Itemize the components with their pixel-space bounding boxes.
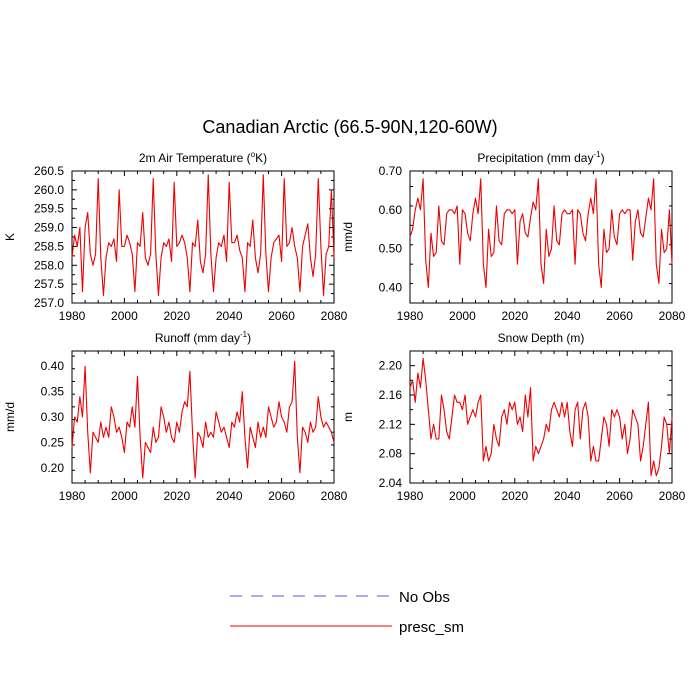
x-tick-label: 1980 [397, 309, 424, 323]
y-tick-label: 0.25 [41, 435, 65, 449]
panel-4: Snow Depth (m) m 1980 2000 2020 2040 2060 2080 2… [341, 331, 686, 503]
y-tick-label: 0.35 [41, 385, 65, 399]
x-tick-label: 2080 [659, 309, 686, 323]
x-tick-label: 2020 [501, 309, 528, 323]
x-tick-label: 2000 [449, 489, 476, 503]
figure-title: Canadian Arctic (66.5-90N,120-60W) [202, 117, 497, 137]
legend-item: presc_sm [230, 619, 464, 636]
y-tick-label: 0.70 [379, 164, 403, 178]
legend-item: No Obs [230, 589, 450, 606]
x-tick-label: 2040 [216, 309, 243, 323]
y-axis-label: mm/d [3, 402, 17, 432]
x-tick-label: 2080 [321, 309, 348, 323]
y-tick-label: 0.60 [379, 203, 403, 217]
y-tick-label: 260.5 [34, 164, 64, 178]
x-tick-label: 2060 [268, 489, 295, 503]
series-line-presc_sm [409, 178, 673, 289]
x-tick-label: 1980 [59, 309, 86, 323]
y-tick-label: 2.08 [379, 447, 403, 461]
x-tick-label: 2060 [606, 489, 633, 503]
y-tick-label: 2.20 [379, 359, 403, 373]
x-tick-label: 2020 [163, 489, 190, 503]
y-tick-label: 0.40 [379, 280, 403, 294]
y-tick-label: 0.50 [379, 242, 403, 256]
x-tick-label: 2020 [163, 309, 190, 323]
panel-title: Precipitation (mm day-1) [477, 150, 604, 165]
x-tick-label: 2080 [659, 489, 686, 503]
legend: No Obs presc_sm [230, 589, 464, 636]
x-tick-label: 2060 [268, 309, 295, 323]
y-tick-label: 258.0 [34, 258, 64, 272]
x-tick-label: 2040 [216, 489, 243, 503]
y-tick-label: 0.20 [41, 461, 65, 475]
x-tick-label: 2020 [501, 489, 528, 503]
x-tick-label: 2060 [606, 309, 633, 323]
legend-label: No Obs [399, 589, 450, 606]
y-tick-label: 259.5 [34, 202, 64, 216]
x-tick-label: 2080 [321, 489, 348, 503]
y-axis-label: m [341, 412, 355, 422]
y-tick-label: 260.0 [34, 183, 64, 197]
y-tick-label: 257.5 [34, 277, 64, 291]
x-tick-label: 1980 [59, 489, 86, 503]
y-tick-label: 259.0 [34, 221, 64, 235]
y-tick-label: 2.16 [379, 388, 403, 402]
y-tick-label: 2.04 [379, 476, 403, 490]
y-axis-label: mm/d [341, 222, 355, 252]
x-tick-label: 2000 [111, 309, 138, 323]
x-tick-label: 2000 [111, 489, 138, 503]
panel-title: Snow Depth (m) [498, 331, 585, 345]
series-line-presc_sm [409, 357, 673, 477]
y-tick-label: 0.30 [41, 410, 65, 424]
y-tick-label: 258.5 [34, 239, 64, 253]
panel-1: 2m Air Temperature (oK) K 1980 2000 2020 2040… [3, 150, 348, 323]
panel-3: Runoff (mm day-1) mm/d 1980 2000 2020 2040 206… [3, 330, 348, 503]
panel-2: Precipitation (mm day-1) mm/d 1980 2000 2020… [341, 150, 686, 323]
x-tick-label: 2040 [554, 489, 581, 503]
series-line-presc_sm [71, 174, 335, 297]
y-tick-label: 257.0 [34, 296, 64, 310]
panels-container: 2m Air Temperature (oK) K 1980 2000 2020 2040… [3, 150, 686, 503]
panel-title: Runoff (mm day-1) [155, 330, 251, 345]
y-tick-label: 0.40 [41, 359, 65, 373]
x-tick-label: 1980 [397, 489, 424, 503]
y-tick-label: 2.12 [379, 417, 403, 431]
series-line-presc_sm [71, 360, 335, 479]
legend-label: presc_sm [399, 619, 464, 636]
x-tick-label: 2040 [554, 309, 581, 323]
y-axis-label: K [3, 233, 17, 241]
panel-title: 2m Air Temperature (oK) [139, 150, 267, 165]
x-tick-label: 2000 [449, 309, 476, 323]
